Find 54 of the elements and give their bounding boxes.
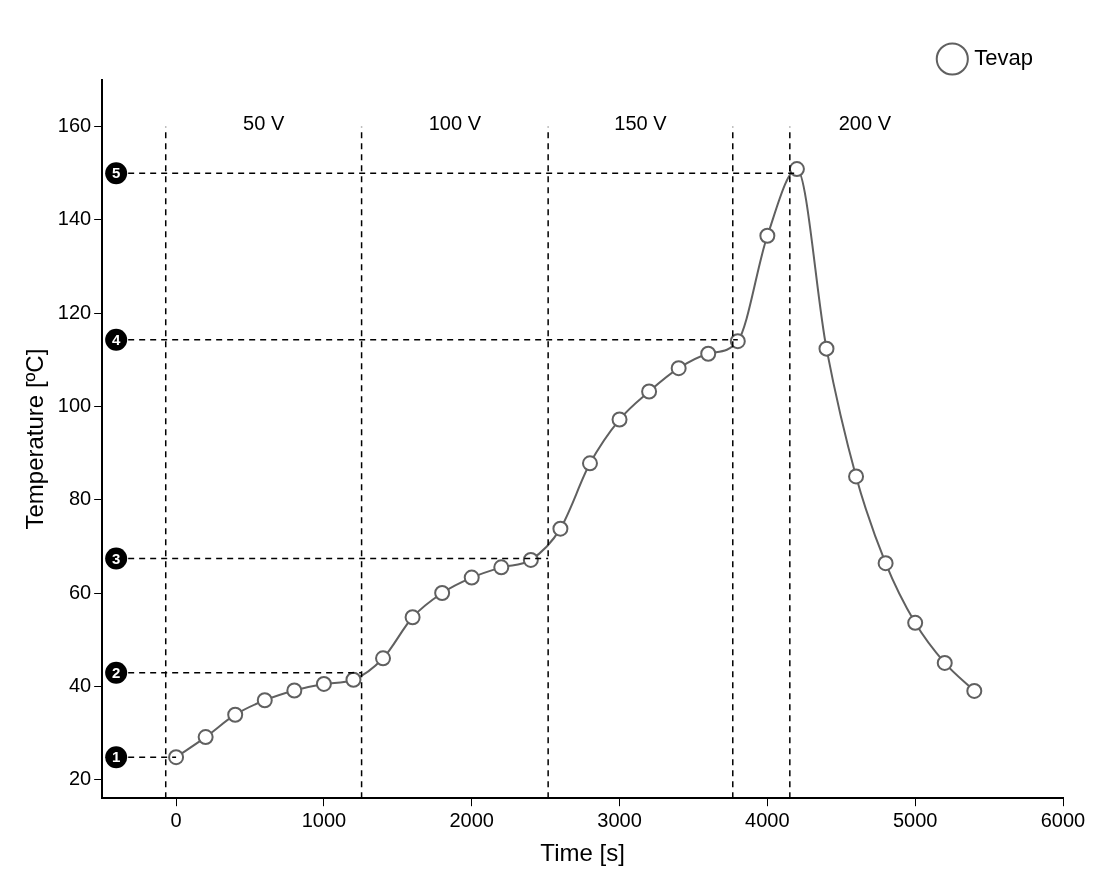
point — [907, 614, 924, 631]
annotation: 2 — [112, 663, 121, 681]
point — [404, 609, 421, 626]
x-tick-label: 5000 — [892, 808, 938, 831]
y-tick-label: 120 — [57, 300, 92, 323]
point — [966, 682, 983, 699]
point — [345, 671, 362, 688]
point — [463, 569, 480, 586]
point — [818, 340, 835, 357]
y-tick-label: 160 — [57, 114, 92, 137]
point — [227, 706, 244, 723]
annotation: 4 — [112, 330, 121, 348]
y-tick-label: 80 — [68, 487, 92, 510]
point — [848, 468, 865, 485]
point — [788, 161, 805, 178]
ref-line-label: 50 V — [243, 112, 285, 135]
x-tick-label: 6000 — [1040, 808, 1086, 831]
x-tick-label: 4000 — [745, 808, 790, 831]
legend-label: Tevap — [974, 45, 1034, 71]
point — [552, 520, 569, 537]
y-axis-title: Temperature [ºC] — [21, 348, 49, 530]
y-tick-label: 140 — [57, 207, 92, 230]
y-tick-label: 100 — [57, 393, 92, 416]
point — [315, 675, 332, 692]
point — [611, 411, 628, 428]
point — [936, 654, 953, 671]
y-tick-label: 20 — [68, 767, 92, 790]
ref-line-label: 200 V — [838, 112, 892, 135]
point — [877, 555, 894, 572]
point — [493, 559, 510, 576]
x-tick-label: 0 — [170, 808, 182, 831]
point — [700, 345, 717, 362]
point — [670, 360, 687, 377]
annotation: 1 — [112, 748, 121, 766]
y-tick-label: 40 — [68, 673, 92, 696]
point — [375, 650, 392, 667]
ref-line-label: 150 V — [614, 112, 668, 135]
x-tick-label: 1000 — [301, 808, 347, 831]
point — [641, 383, 658, 400]
annotation: 5 — [112, 164, 121, 182]
point — [256, 692, 273, 709]
y-tick-label: 60 — [68, 580, 92, 603]
point — [759, 227, 776, 244]
x-tick-label: 2000 — [449, 808, 494, 831]
point — [522, 551, 539, 568]
annotation: 3 — [112, 549, 121, 567]
ref-line-label: 100 V — [428, 112, 482, 135]
point — [581, 455, 598, 472]
point — [286, 682, 303, 699]
point — [197, 729, 214, 746]
point — [434, 585, 451, 601]
x-axis-title: Time [s] — [540, 839, 625, 867]
x-tick-label: 3000 — [597, 808, 642, 831]
point — [168, 749, 185, 766]
